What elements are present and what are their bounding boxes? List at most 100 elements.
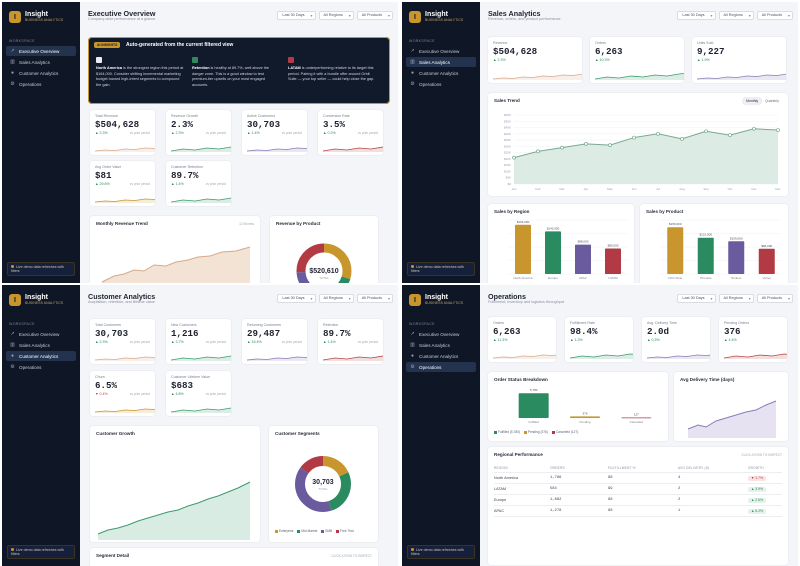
bar[interactable] bbox=[545, 231, 561, 274]
kpi-card[interactable]: Customer Lifetime Value $683 ▲ 4.8% vs prio… bbox=[166, 371, 231, 416]
quarterly-toggle[interactable]: Quarterly bbox=[765, 99, 779, 103]
bar[interactable] bbox=[621, 417, 652, 419]
column-header[interactable]: REGION bbox=[494, 466, 508, 470]
trend-point[interactable] bbox=[632, 135, 636, 140]
sidebar-item-operations[interactable]: ⚙ Operations bbox=[6, 79, 76, 89]
trend-point[interactable] bbox=[752, 126, 756, 131]
kpi-card[interactable]: Orders 6,263 ▲ 10.3% bbox=[590, 37, 684, 83]
kpi-card[interactable]: Returning Customers 29,487 ▲ 15.4% vs prior… bbox=[242, 319, 307, 364]
bar[interactable] bbox=[758, 248, 775, 274]
delivery-time-chart bbox=[687, 400, 777, 438]
sales-by-product-card: Sales by Product $156,000 Orbit Suite $121… bbox=[640, 204, 788, 283]
kpi-card[interactable]: Revenue Growth 2.3% ▲ 2.3% vs prior period bbox=[166, 110, 231, 155]
sidebar-item-customer-analytics[interactable]: ● Customer Analytics bbox=[406, 68, 476, 78]
kpi-card[interactable]: Total Customers 30,703 ▲ 2.3% vs prior peri… bbox=[90, 319, 155, 364]
kpi-card[interactable]: Retention 89.7% ▲ 1.4% vs prior period bbox=[318, 319, 383, 364]
kpi-card[interactable]: Units Sold 9,227 ▲ 1.9% bbox=[692, 37, 786, 83]
bar[interactable] bbox=[518, 393, 549, 418]
trend-point[interactable] bbox=[608, 143, 612, 147]
sidebar-item-executive-overview[interactable]: ↗ Executive Overview bbox=[6, 329, 76, 339]
kpi-label: Conversion Rate bbox=[323, 114, 350, 118]
table-row[interactable]: APAC 1,278 98 1 ▲ 6.2% bbox=[494, 506, 782, 517]
legend-swatch bbox=[494, 430, 497, 434]
trend-point[interactable] bbox=[680, 136, 684, 141]
region-select[interactable]: All Regions bbox=[318, 11, 354, 20]
trend-point[interactable] bbox=[536, 149, 540, 154]
sidebar-item-sales-analytics[interactable]: ▥ Sales Analytics bbox=[6, 340, 76, 350]
bar[interactable] bbox=[570, 416, 600, 418]
kpi-card[interactable]: Total Revenue $504,628 ▲ 2.3% vs prior peri… bbox=[90, 110, 155, 155]
kpi-card[interactable]: Active Customers 30,703 ▲ 1.4% vs prior per… bbox=[242, 110, 307, 155]
column-header[interactable]: GROWTH bbox=[748, 466, 764, 470]
period-select[interactable]: Last 30 Days bbox=[277, 11, 316, 20]
brand[interactable]: I Insight BUSINESS ANALYTICS bbox=[2, 285, 80, 306]
sidebar-item-sales-analytics[interactable]: ▥ Sales Analytics bbox=[406, 340, 476, 350]
trend-point[interactable] bbox=[728, 133, 732, 137]
table-row[interactable]: North America 1,786 98 4 ▼ 1.7% bbox=[494, 473, 782, 484]
bar[interactable] bbox=[667, 227, 684, 274]
donut-slice[interactable] bbox=[295, 456, 351, 512]
table-row[interactable]: LATAM 584 99 2 ▲ 3.9% bbox=[494, 484, 782, 495]
users-icon: ● bbox=[10, 69, 15, 76]
sidebar-item-executive-overview[interactable]: ↗ Executive Overview bbox=[6, 46, 76, 56]
bar[interactable] bbox=[575, 244, 591, 274]
column-header[interactable]: ORDERS bbox=[550, 466, 565, 470]
bar[interactable] bbox=[728, 241, 745, 274]
trend-point[interactable] bbox=[584, 142, 588, 146]
kpi-card[interactable]: Churn 6.5% ▼ 0.4% vs prior period bbox=[90, 371, 155, 416]
donut-slice[interactable] bbox=[295, 456, 351, 512]
region-select[interactable]: All Regions bbox=[718, 294, 754, 303]
bar-value-label: $164,000 bbox=[517, 220, 530, 224]
kpi-card[interactable]: Customer Retention 89.7% ▲ 1.4% vs prior pe… bbox=[166, 161, 231, 206]
product-select[interactable]: All Products bbox=[756, 294, 793, 303]
kpi-card[interactable]: Conversion Rate 3.5% ▲ 0.2% vs prior period bbox=[318, 110, 383, 155]
kpi-card[interactable]: Revenue $504,628 ▲ 2.3% bbox=[488, 37, 582, 83]
column-header[interactable]: FULFILLMENT % bbox=[608, 466, 636, 470]
sidebar-item-executive-overview[interactable]: ↗ Executive Overview bbox=[406, 46, 476, 56]
sidebar-item-customer-analytics[interactable]: ● Customer Analytics bbox=[406, 351, 476, 361]
kpi-label: New Customers bbox=[171, 323, 197, 327]
trend-point[interactable] bbox=[656, 131, 660, 136]
x-tick-label: Nov bbox=[751, 187, 757, 191]
bar[interactable] bbox=[697, 237, 714, 274]
bar[interactable] bbox=[515, 224, 531, 274]
kpi-card[interactable]: New Customers 1,216 ▲ 3.7% vs prior period bbox=[166, 319, 231, 364]
insight-lead: LATAM bbox=[288, 66, 301, 70]
sidebar-item-executive-overview[interactable]: ↗ Executive Overview bbox=[406, 329, 476, 339]
sidebar-item-operations[interactable]: ⚙ Operations bbox=[6, 362, 76, 372]
region-select[interactable]: All Regions bbox=[718, 11, 754, 20]
sidebar-item-customer-analytics[interactable]: ● Customer Analytics bbox=[6, 351, 76, 361]
range-toggle[interactable]: 12 Months bbox=[239, 222, 254, 226]
sidebar-item-customer-analytics[interactable]: ● Customer Analytics bbox=[6, 68, 76, 78]
kpi-card[interactable]: Fulfillment Rate 98.4% ▲ 1.3% bbox=[565, 317, 633, 362]
sidebar-item-operations[interactable]: ⚙ Operations bbox=[406, 362, 476, 372]
monthly-toggle[interactable]: Monthly bbox=[743, 98, 762, 104]
period-select[interactable]: Last 30 Days bbox=[677, 11, 716, 20]
sidebar-item-operations[interactable]: ⚙ Operations bbox=[406, 79, 476, 89]
brand[interactable]: I Insight BUSINESS ANALYTICS bbox=[402, 2, 480, 23]
sidebar-item-sales-analytics[interactable]: ▥ Sales Analytics bbox=[6, 57, 76, 67]
table-row[interactable]: Europe 1,882 98 2 ▲ 2.6% bbox=[494, 495, 782, 506]
brand[interactable]: I Insight BUSINESS ANALYTICS bbox=[402, 285, 480, 306]
product-select[interactable]: All Products bbox=[356, 294, 393, 303]
kpi-card[interactable]: Orders 6,263 ▲ 11.3% bbox=[488, 317, 556, 362]
kpi-card[interactable]: Avg Order Value $81 ▲ 29.6% vs prior period bbox=[90, 161, 155, 206]
trend-point[interactable] bbox=[776, 128, 780, 132]
sparkline-line bbox=[493, 352, 556, 358]
kpi-card[interactable]: Pending Orders 376 ▲ 4.4% bbox=[719, 317, 787, 362]
donut-slice[interactable] bbox=[295, 456, 351, 512]
trend-point[interactable] bbox=[560, 145, 564, 150]
bar[interactable] bbox=[605, 248, 621, 275]
kpi-value: 376 bbox=[724, 326, 741, 337]
region-select[interactable]: All Regions bbox=[318, 294, 354, 303]
product-select[interactable]: All Products bbox=[756, 11, 793, 20]
brand[interactable]: I Insight BUSINESS ANALYTICS bbox=[2, 2, 80, 23]
period-select[interactable]: Last 30 Days bbox=[677, 294, 716, 303]
trend-point[interactable] bbox=[704, 129, 708, 134]
kpi-card[interactable]: Avg. Delivery Time 2.0d ▲ 0.3% bbox=[642, 317, 710, 362]
column-header[interactable]: AVG DELIVERY (D) bbox=[678, 466, 710, 470]
period-select[interactable]: Last 30 Days bbox=[277, 294, 316, 303]
product-select[interactable]: All Products bbox=[356, 11, 393, 20]
trend-point[interactable] bbox=[512, 155, 516, 160]
sidebar-item-sales-analytics[interactable]: ▥ Sales Analytics bbox=[406, 57, 476, 67]
